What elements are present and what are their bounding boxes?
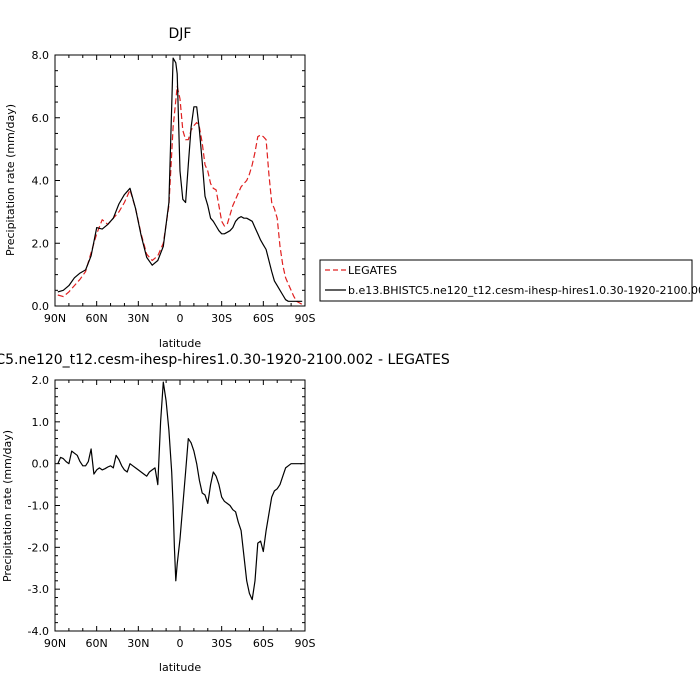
bottom-x-axis-label: latitude (159, 661, 201, 674)
top-series-lines (57, 57, 303, 305)
bottom-x-tick-label: 90N (44, 637, 66, 650)
top-x-tick-label: 30N (127, 312, 149, 325)
top-plot-frame (54, 54, 306, 307)
bottom-y-tick-label: -4.0 (28, 625, 49, 638)
bottom-x-tick-label: 60N (86, 637, 108, 650)
legend-label-model: b.e13.BHISTC5.ne120_t12.cesm-ihesp-hires… (348, 284, 700, 297)
top-chart-title: DJF (169, 26, 192, 42)
top-series-line-model (57, 57, 303, 302)
bottom-series-lines (57, 381, 303, 601)
bottom-chart-title: b.e13.BHISTC5.ne120_t12.cesm-ihesp-hires… (0, 352, 450, 368)
bottom-panel: b.e13.BHISTC5.ne120_t12.cesm-ihesp-hires… (0, 352, 450, 674)
legend-label-legates: LEGATES (348, 264, 397, 277)
top-x-tick-label: 90N (44, 312, 66, 325)
bottom-x-tick-label: 90S (295, 637, 316, 650)
bottom-axis-ticks: 90N 60N 30N 0 30S 60S 90S -4.0 -3.0 -2.0 -1.0 0.0 1.… (28, 374, 316, 650)
bottom-x-tick-label: 0 (177, 637, 184, 650)
bottom-y-tick-label: 1.0 (32, 416, 50, 429)
bottom-y-tick-label: -1.0 (28, 500, 49, 513)
top-x-tick-label: 30S (211, 312, 232, 325)
top-y-tick-label: 8.0 (32, 49, 50, 62)
bottom-series-line-difference (57, 381, 303, 601)
legend-box (319, 259, 693, 302)
top-x-tick-label: 90S (295, 312, 316, 325)
bottom-plot-frame (54, 379, 306, 632)
top-series-line-legates (57, 85, 303, 305)
top-x-tick-label: 60S (253, 312, 274, 325)
top-panel: DJF 90N 60N 30N 0 30S 60S 90S 0.0 2.0 4.0 6.0 8.0 l… (4, 26, 316, 350)
bottom-y-tick-label: 0.0 (32, 458, 50, 471)
bottom-x-tick-label: 30N (127, 637, 149, 650)
bottom-y-tick-label: 2.0 (32, 374, 50, 387)
top-x-tick-label: 0 (177, 312, 184, 325)
top-y-tick-label: 0.0 (32, 300, 50, 313)
top-y-axis-label: Precipitation rate (mm/day) (4, 104, 17, 256)
legend: LEGATES b.e13.BHISTC5.ne120_t12.cesm-ihe… (319, 259, 700, 302)
bottom-y-tick-label: -3.0 (28, 583, 49, 596)
top-y-tick-label: 6.0 (32, 112, 50, 125)
bottom-y-tick-label: -2.0 (28, 541, 49, 554)
top-x-axis-label: latitude (159, 337, 201, 350)
top-y-tick-label: 4.0 (32, 175, 50, 188)
bottom-x-tick-label: 60S (253, 637, 274, 650)
top-y-tick-label: 2.0 (32, 237, 50, 250)
bottom-y-axis-label: Precipitation rate (mm/day) (1, 430, 14, 582)
bottom-x-tick-label: 30S (211, 637, 232, 650)
top-axis-ticks: 90N 60N 30N 0 30S 60S 90S 0.0 2.0 4.0 6.0 8.0 (32, 49, 316, 325)
top-x-tick-label: 60N (86, 312, 108, 325)
